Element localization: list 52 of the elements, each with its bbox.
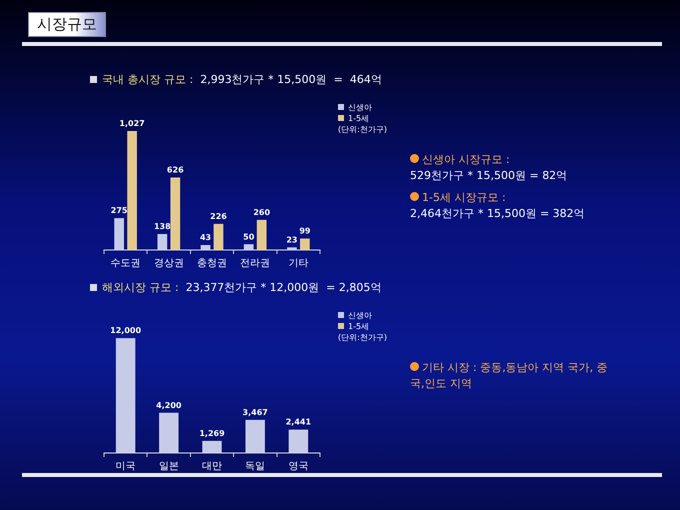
data-label: 1,269 (199, 428, 226, 438)
x-tick-label: 전라권 (240, 258, 270, 269)
bar (159, 412, 179, 453)
legend-label: 신생아 (348, 311, 372, 320)
x-tick-label: 영국 (288, 460, 308, 472)
text: 신생아 시장규모 : 529천가구 * 15,500원 = 82억 (410, 153, 568, 182)
data-label: 626 (166, 166, 184, 175)
x-tick-label: 수도권 (110, 258, 141, 269)
data-label: 138 (154, 222, 172, 232)
bar (116, 338, 136, 453)
text: 1-5세 시장규모 : 2,464천가구 * 15,500원 = 382억 (410, 191, 585, 220)
data-label: 4,200 (156, 400, 182, 410)
text: 시장규모 (28, 12, 106, 37)
data-label: 2,441 (286, 418, 312, 427)
x-tick-label: 충청권 (197, 258, 227, 269)
bar (214, 224, 224, 250)
x-tick-label: 미국 (116, 460, 136, 472)
bar (127, 131, 137, 250)
text: 기타 시장 : 중동,동남아 지역 국가, 중국,인도 지역 (410, 361, 608, 390)
x-tick-label: 경상권 (154, 258, 184, 269)
bar (256, 220, 267, 250)
data-label: 226 (210, 212, 228, 221)
chart-title: 국내 총시장 규모 : 2,993천가구 * 15,500원 = 464억 (102, 73, 382, 86)
x-tick-label: 일본 (158, 460, 179, 472)
data-label: 50 (243, 232, 255, 242)
bar (288, 430, 308, 453)
bar (170, 177, 180, 250)
data-label: 260 (253, 208, 270, 217)
data-label: 12,000 (110, 326, 142, 336)
text: (단위:천가구) (338, 124, 387, 135)
bar (157, 234, 168, 250)
data-label: 1,027 (119, 119, 145, 128)
bar (200, 245, 210, 250)
x-tick-label: 독일 (245, 460, 266, 472)
data-label: 43 (200, 233, 212, 242)
legend-label: 1-5세 (348, 114, 370, 123)
bar (245, 420, 265, 453)
data-label: 3,467 (242, 408, 268, 417)
text: (단위:천가구) (338, 332, 387, 343)
chart-title: 해외시장 규모 : 23,377천가구 * 12,000원 = 2,805억 (102, 281, 382, 294)
bar (300, 238, 310, 250)
bar (287, 247, 297, 250)
legend-label: 1-5세 (348, 322, 370, 331)
bar (114, 218, 124, 250)
x-tick-label: 기타 (288, 258, 308, 269)
legend-label: 신생아 (348, 103, 372, 112)
x-tick-label: 대만 (202, 460, 222, 472)
data-label: 23 (286, 235, 298, 244)
bar (202, 440, 222, 453)
data-label: 275 (110, 206, 128, 216)
bar (244, 244, 254, 250)
data-label: 99 (299, 226, 311, 236)
